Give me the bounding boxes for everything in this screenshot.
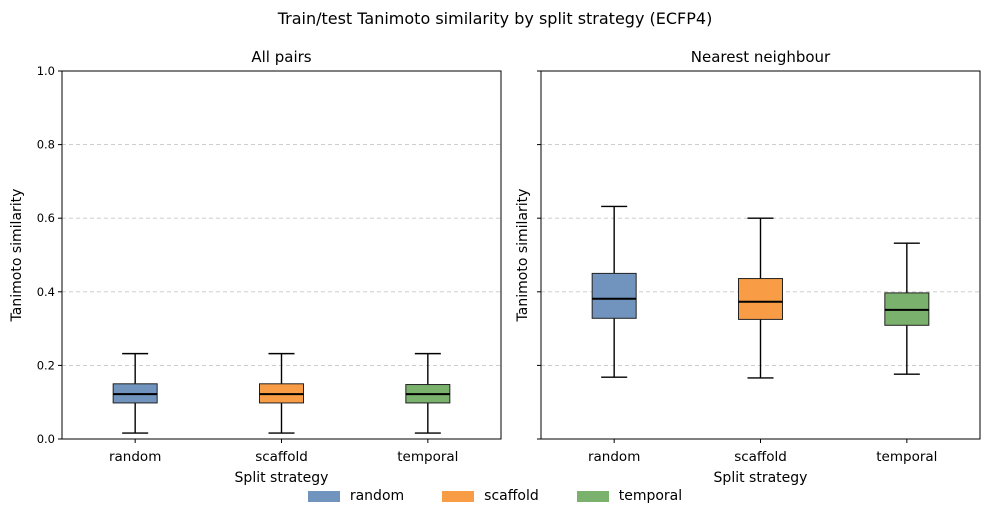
box-random [112,352,158,434]
x-axis-label: Split strategy [714,470,808,486]
y-axis-label: Tanimoto similarity [515,189,531,323]
panel-2: random scaffold temporal Nearest neighbour S… [515,48,981,486]
y-tick-label: 0.0 [37,432,55,446]
legend-item-temporal: temporal [576,488,683,504]
legend-swatch-scaffold [442,490,475,502]
panel-title: All pairs [251,48,311,66]
legend: random scaffold temporal [0,488,990,504]
x-tick-label-temporal: temporal [876,449,937,465]
box-scaffold [738,217,783,379]
panel-title: Nearest neighbour [691,48,831,66]
legend-swatch-temporal [576,490,609,502]
x-axis-label: Split strategy [235,470,329,486]
box-iqr [591,272,637,319]
box-random [591,205,637,378]
box-iqr [738,278,783,320]
y-tick-label: 0.4 [37,285,55,299]
box-temporal [405,352,451,434]
y-tick-label: 0.2 [37,358,55,372]
figure-title: Train/test Tanimoto similarity by split … [277,9,713,28]
legend-item-random: random [307,488,405,504]
box-temporal [884,242,930,375]
x-tick-label-random: random [109,449,161,465]
x-tick-label-temporal: temporal [397,449,458,465]
x-tick-label-scaffold: scaffold [255,449,308,465]
x-tick-label-random: random [588,449,640,465]
box-scaffold [259,352,304,434]
legend-item-scaffold: scaffold [442,488,539,504]
y-tick-label: 0.8 [37,138,55,152]
y-tick-label: 1.0 [37,64,55,78]
y-axis-label: Tanimoto similarity [9,189,25,323]
legend-label-random: random [349,488,405,504]
legend-swatch-random [307,490,340,502]
y-tick-label: 0.6 [37,211,55,225]
panel-1: 0.0 0.2 0.4 0.6 0.8 1.0 random scaffold temporal… [9,48,502,486]
legend-label-temporal: temporal [618,488,683,504]
x-tick-label-scaffold: scaffold [734,449,787,465]
legend-label-scaffold: scaffold [484,488,539,504]
